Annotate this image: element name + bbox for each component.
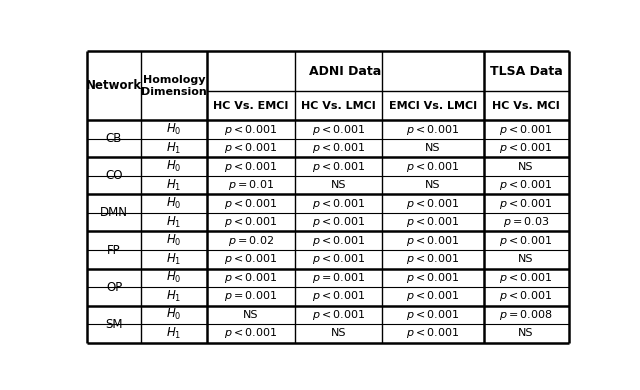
- Text: $p < 0.001$: $p < 0.001$: [312, 234, 365, 248]
- Text: $p < 0.001$: $p < 0.001$: [312, 215, 365, 229]
- Text: $p < 0.001$: $p < 0.001$: [406, 197, 460, 211]
- Text: $p < 0.001$: $p < 0.001$: [312, 289, 365, 303]
- Text: $p < 0.001$: $p < 0.001$: [499, 271, 553, 285]
- Text: $p = 0.001$: $p = 0.001$: [312, 271, 365, 285]
- Text: $H_1$: $H_1$: [166, 289, 182, 304]
- Text: NS: NS: [331, 180, 346, 190]
- Text: $p = 0.001$: $p = 0.001$: [224, 289, 278, 303]
- Text: $p < 0.001$: $p < 0.001$: [224, 252, 278, 266]
- Text: $p < 0.001$: $p < 0.001$: [406, 122, 460, 136]
- Text: $p < 0.001$: $p < 0.001$: [499, 141, 553, 155]
- Text: $H_1$: $H_1$: [166, 141, 182, 156]
- Text: ADNI Data: ADNI Data: [309, 65, 381, 78]
- Text: DMN: DMN: [100, 206, 128, 220]
- Text: $H_0$: $H_0$: [166, 270, 182, 285]
- Text: $H_0$: $H_0$: [166, 307, 182, 323]
- Text: $p < 0.001$: $p < 0.001$: [406, 271, 460, 285]
- Text: $p < 0.001$: $p < 0.001$: [406, 234, 460, 248]
- Text: $p < 0.001$: $p < 0.001$: [312, 141, 365, 155]
- Text: $p < 0.001$: $p < 0.001$: [224, 326, 278, 340]
- Text: $p < 0.001$: $p < 0.001$: [312, 160, 365, 174]
- Text: NS: NS: [425, 180, 441, 190]
- Text: Homology
Dimension: Homology Dimension: [141, 75, 207, 97]
- Text: $p < 0.001$: $p < 0.001$: [499, 178, 553, 192]
- Text: $H_1$: $H_1$: [166, 326, 182, 341]
- Text: CO: CO: [105, 169, 123, 183]
- Text: $p < 0.001$: $p < 0.001$: [406, 215, 460, 229]
- Text: $p < 0.001$: $p < 0.001$: [224, 271, 278, 285]
- Text: FP: FP: [108, 243, 121, 257]
- Text: OP: OP: [106, 280, 122, 294]
- Text: Network: Network: [86, 79, 142, 92]
- Text: $p < 0.001$: $p < 0.001$: [406, 160, 460, 174]
- Text: $p < 0.001$: $p < 0.001$: [312, 308, 365, 322]
- Text: $p < 0.001$: $p < 0.001$: [312, 197, 365, 211]
- Text: $p = 0.03$: $p = 0.03$: [503, 215, 549, 229]
- Text: $p < 0.001$: $p < 0.001$: [406, 252, 460, 266]
- Text: $p < 0.001$: $p < 0.001$: [406, 289, 460, 303]
- Text: $p = 0.008$: $p = 0.008$: [499, 308, 553, 322]
- Text: SM: SM: [105, 317, 123, 331]
- Text: NS: NS: [243, 310, 259, 320]
- Text: $p < 0.001$: $p < 0.001$: [224, 197, 278, 211]
- Text: CB: CB: [106, 132, 122, 145]
- Text: NS: NS: [518, 162, 534, 172]
- Text: NS: NS: [425, 143, 441, 153]
- Text: TLSA Data: TLSA Data: [490, 65, 563, 78]
- Text: $p < 0.001$: $p < 0.001$: [499, 289, 553, 303]
- Text: $p < 0.001$: $p < 0.001$: [224, 160, 278, 174]
- Text: $p < 0.001$: $p < 0.001$: [406, 308, 460, 322]
- Text: $H_0$: $H_0$: [166, 122, 182, 137]
- Text: $p < 0.001$: $p < 0.001$: [499, 122, 553, 136]
- Text: $H_0$: $H_0$: [166, 159, 182, 174]
- Text: NS: NS: [518, 254, 534, 264]
- Text: HC Vs. MCI: HC Vs. MCI: [492, 101, 560, 111]
- Text: NS: NS: [331, 328, 346, 339]
- Text: $p < 0.001$: $p < 0.001$: [312, 252, 365, 266]
- Text: HC Vs. LMCI: HC Vs. LMCI: [301, 101, 376, 111]
- Text: $H_0$: $H_0$: [166, 196, 182, 211]
- Text: HC Vs. EMCI: HC Vs. EMCI: [213, 101, 289, 111]
- Text: $H_0$: $H_0$: [166, 233, 182, 248]
- Text: $p < 0.001$: $p < 0.001$: [224, 122, 278, 136]
- Text: $p < 0.001$: $p < 0.001$: [312, 122, 365, 136]
- Text: $p < 0.001$: $p < 0.001$: [224, 215, 278, 229]
- Text: EMCI Vs. LMCI: EMCI Vs. LMCI: [389, 101, 477, 111]
- Text: $H_1$: $H_1$: [166, 252, 182, 267]
- Text: $p < 0.001$: $p < 0.001$: [224, 141, 278, 155]
- Text: NS: NS: [518, 328, 534, 339]
- Text: $p = 0.02$: $p = 0.02$: [228, 234, 274, 248]
- Text: $H_1$: $H_1$: [166, 215, 182, 230]
- Text: $p = 0.01$: $p = 0.01$: [228, 178, 274, 192]
- Text: $p < 0.001$: $p < 0.001$: [499, 234, 553, 248]
- Text: $p < 0.001$: $p < 0.001$: [406, 326, 460, 340]
- Text: $H_1$: $H_1$: [166, 177, 182, 193]
- Text: $p < 0.001$: $p < 0.001$: [499, 197, 553, 211]
